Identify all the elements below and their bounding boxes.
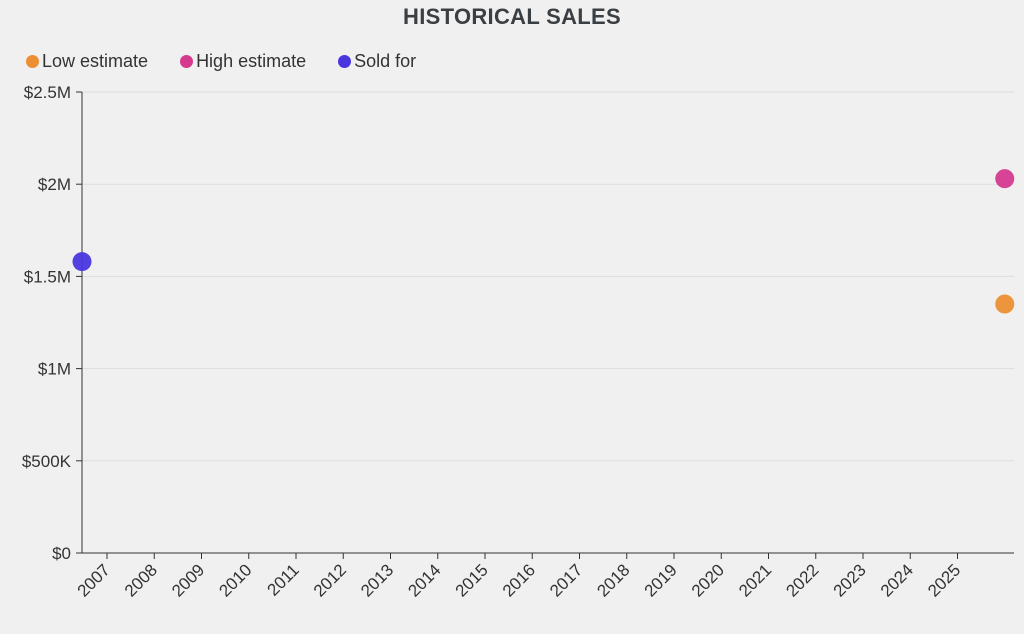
x-tick-label: 2025 xyxy=(924,560,964,600)
x-tick-label: 2020 xyxy=(688,560,728,600)
x-tick-label: 2017 xyxy=(546,560,586,600)
x-tick-label: 2009 xyxy=(168,560,208,600)
data-point-sold-for xyxy=(72,252,92,272)
legend-swatch-low-estimate xyxy=(26,55,39,68)
y-tick-label: $1.5M xyxy=(24,267,71,286)
x-tick-label: 2013 xyxy=(357,560,397,600)
chart-legend: Low estimate High estimate Sold for xyxy=(26,51,448,72)
x-tick-label: 2008 xyxy=(121,560,161,600)
x-tick-label: 2007 xyxy=(74,560,114,600)
x-tick-label: 2012 xyxy=(310,560,350,600)
x-tick-label: 2014 xyxy=(404,560,444,600)
x-tick-label: 2018 xyxy=(593,560,633,600)
legend-label-high-estimate: High estimate xyxy=(196,51,307,71)
x-tick-label: 2022 xyxy=(782,560,822,600)
y-tick-label: $2.5M xyxy=(24,83,71,102)
x-tick-label: 2021 xyxy=(735,560,775,600)
x-tick-label: 2010 xyxy=(215,560,255,600)
data-point-high-estimate xyxy=(995,169,1015,189)
legend-swatch-sold-for xyxy=(338,55,352,68)
y-tick-label: $1M xyxy=(38,360,71,379)
legend-swatch-high-estimate xyxy=(180,55,194,68)
x-tick-label: 2019 xyxy=(641,560,681,600)
chart-title: HISTORICAL SALES xyxy=(403,4,621,29)
x-tick-label: 2016 xyxy=(499,560,539,600)
y-tick-label: $2M xyxy=(38,175,71,194)
legend-item-low-estimate[interactable]: Low estimate xyxy=(26,51,148,72)
x-tick-label: 2024 xyxy=(877,560,917,600)
x-tick-label: 2015 xyxy=(452,560,492,600)
legend-label-sold-for: Sold for xyxy=(354,51,417,71)
y-tick-label: $500K xyxy=(22,452,72,471)
legend-item-sold-for[interactable]: Sold for xyxy=(338,51,416,72)
legend-item-high-estimate[interactable]: High estimate xyxy=(180,51,306,72)
x-tick-label: 2023 xyxy=(830,560,870,600)
legend-label-low-estimate: Low estimate xyxy=(42,51,149,71)
y-tick-label: $0 xyxy=(52,544,71,563)
data-point-low-estimate xyxy=(995,294,1015,314)
x-tick-label: 2011 xyxy=(264,560,303,599)
